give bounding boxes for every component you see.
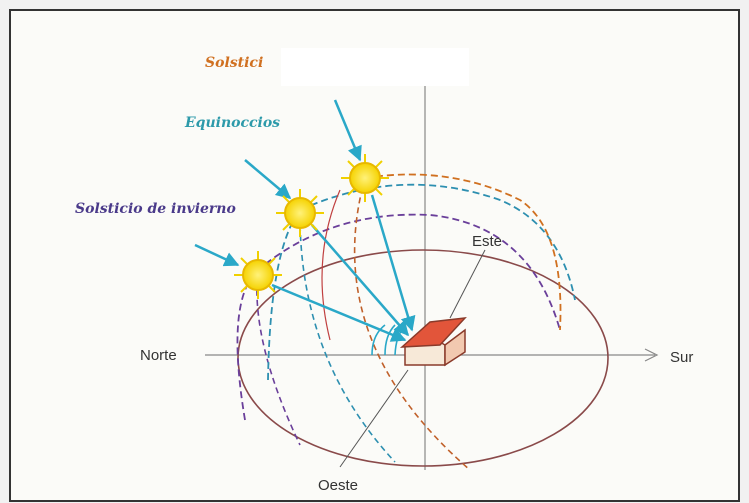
- equinox-label: Equinoccios: [184, 115, 280, 131]
- winter-path: [236, 213, 561, 421]
- house: [399, 317, 467, 367]
- meridian: [321, 189, 341, 341]
- axis-arrow: [644, 348, 659, 362]
- cover-box: [281, 48, 469, 86]
- rays: [194, 99, 416, 342]
- winter-label: Solsticio de invierno: [75, 201, 236, 217]
- angles: [371, 324, 405, 356]
- south-label: Sur: [670, 349, 693, 366]
- west-label: Oeste: [318, 477, 358, 494]
- frame: [9, 9, 740, 502]
- west-pointer: [339, 369, 409, 468]
- summer-path: [364, 173, 562, 331]
- summer-arc: [353, 177, 471, 471]
- horizon: [237, 249, 609, 467]
- east-label: Este: [472, 233, 502, 250]
- north-label: Norte: [140, 347, 177, 364]
- suns: [234, 154, 389, 299]
- east-pointer: [449, 249, 486, 319]
- winter-arc: [256, 269, 301, 446]
- summer-label: Solstici: [205, 55, 263, 71]
